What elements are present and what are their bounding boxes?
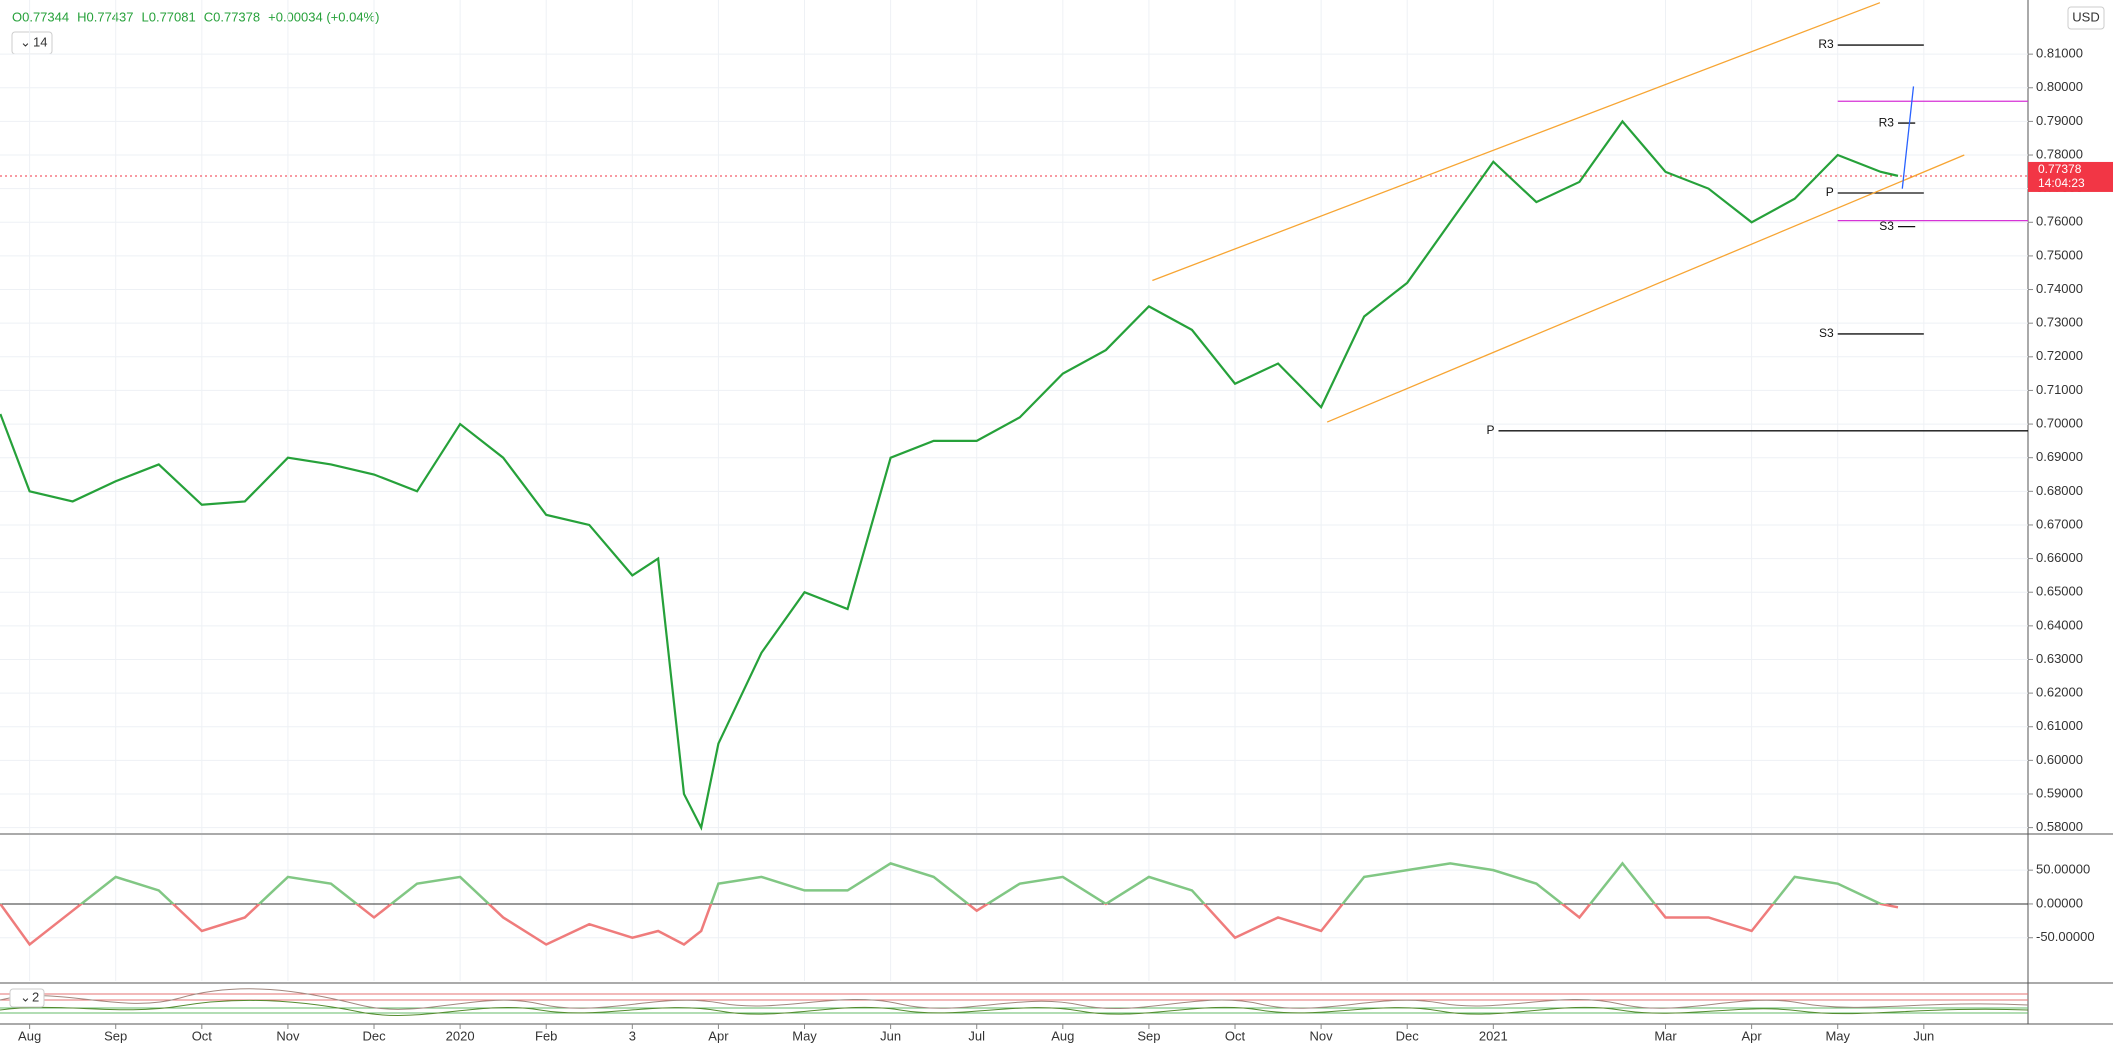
y-tick-label: 0.71000 (2036, 382, 2083, 397)
oscillator-line (0, 861, 1888, 904)
lower-panel (0, 988, 2029, 1016)
x-tick-label: Jul (968, 1028, 985, 1043)
pivot-label: R3 (1818, 37, 1834, 51)
x-tick-label: May (1825, 1028, 1850, 1043)
x-tick-label: Aug (1051, 1028, 1074, 1043)
y-tick-label: 0.81000 (2036, 46, 2083, 61)
y-tick-label: 0.00000 (2036, 895, 2083, 910)
x-tick-label: Jun (1913, 1028, 1934, 1043)
y-tick-label: 0.64000 (2036, 617, 2083, 632)
trendline (1901, 86, 1915, 189)
y-tick-label: 0.60000 (2036, 752, 2083, 767)
pivot-label: S3 (1879, 219, 1894, 233)
pivot-label: P (1826, 185, 1834, 199)
x-tick-label: May (792, 1028, 817, 1043)
y-tick-label: 0.62000 (2036, 685, 2083, 700)
oscillator-line (0, 999, 2029, 1016)
currency-label: USD (2072, 9, 2099, 24)
pivot-label: P (1486, 423, 1494, 437)
pivot-label: S3 (1819, 326, 1834, 340)
ohlc-value: C0.77378 (204, 9, 260, 24)
x-tick-label: Aug (18, 1028, 41, 1043)
x-tick-label: 2020 (446, 1028, 475, 1043)
y-tick-label: 0.80000 (2036, 79, 2083, 94)
y-tick-label: 0.66000 (2036, 550, 2083, 565)
y-tick-label: 0.63000 (2036, 651, 2083, 666)
x-tick-label: Jun (880, 1028, 901, 1043)
x-tick-label: Apr (708, 1028, 729, 1043)
y-tick-label: 0.68000 (2036, 483, 2083, 498)
pivot-label: R3 (1879, 115, 1895, 129)
trendline (1152, 2, 1881, 282)
currency-box[interactable] (2067, 6, 2105, 30)
y-tick-label: 0.76000 (2036, 214, 2083, 229)
countdown-label: 14:04:23 (2038, 176, 2085, 190)
price-line (0, 119, 1899, 831)
lower-panel-label: 2 (32, 989, 39, 1004)
y-tick-label: 0.72000 (2036, 348, 2083, 363)
y-tick-label: 0.79000 (2036, 113, 2083, 128)
y-tick-label: 0.67000 (2036, 516, 2083, 531)
y-tick-label: 0.78000 (2036, 146, 2083, 161)
oscillator-line (0, 903, 1899, 947)
panel-toggle-icon: ⌄ (20, 989, 31, 1004)
x-tick-label: Oct (1225, 1028, 1246, 1043)
main-plot: R3 S3 P R3 P S3 (0, 2, 2028, 831)
x-tick-label: Nov (1310, 1028, 1334, 1043)
x-tick-label: Apr (1742, 1028, 1763, 1043)
y-tick-label: 0.74000 (2036, 281, 2083, 296)
interval-toggle-icon: ⌄ (20, 34, 31, 49)
y-tick-label: 0.70000 (2036, 416, 2083, 431)
oscillator-line (0, 988, 2029, 1010)
y-tick-label: 0.65000 (2036, 584, 2083, 599)
x-tick-label: Nov (276, 1028, 300, 1043)
ohlc-value: H0.77437 (77, 9, 133, 24)
y-tick-label: -50.00000 (2036, 929, 2095, 944)
y-tick-label: 50.00000 (2036, 862, 2090, 877)
y-tick-label: 0.58000 (2036, 819, 2083, 834)
x-tick-label: Oct (192, 1028, 213, 1043)
x-tick-label: Sep (104, 1028, 127, 1043)
y-tick-label: 0.61000 (2036, 718, 2083, 733)
ohlc-value: L0.77081 (142, 9, 196, 24)
ohlc-value: O0.77344 (12, 9, 69, 24)
last-price-box (2028, 161, 2113, 192)
ohlc-value: +0.00034 (+0.04%) (268, 9, 379, 24)
x-tick-label: Dec (362, 1028, 386, 1043)
last-price-label: 0.77378 (2038, 162, 2082, 176)
x-tick-label: Mar (1654, 1028, 1677, 1043)
y-tick-label: 0.75000 (2036, 247, 2083, 262)
x-tick-label: 2021 (1479, 1028, 1508, 1043)
interval-label: 14 (33, 34, 47, 49)
x-tick-label: 3 (629, 1028, 636, 1043)
panel-toggle[interactable] (9, 988, 45, 1008)
x-tick-label: Dec (1396, 1028, 1420, 1043)
x-tick-label: Feb (535, 1028, 557, 1043)
y-tick-label: 0.73000 (2036, 315, 2083, 330)
x-tick-label: Sep (1137, 1028, 1160, 1043)
trendline (1326, 154, 1965, 423)
y-tick-label: 0.59000 (2036, 785, 2083, 800)
y-tick-label: 0.69000 (2036, 449, 2083, 464)
